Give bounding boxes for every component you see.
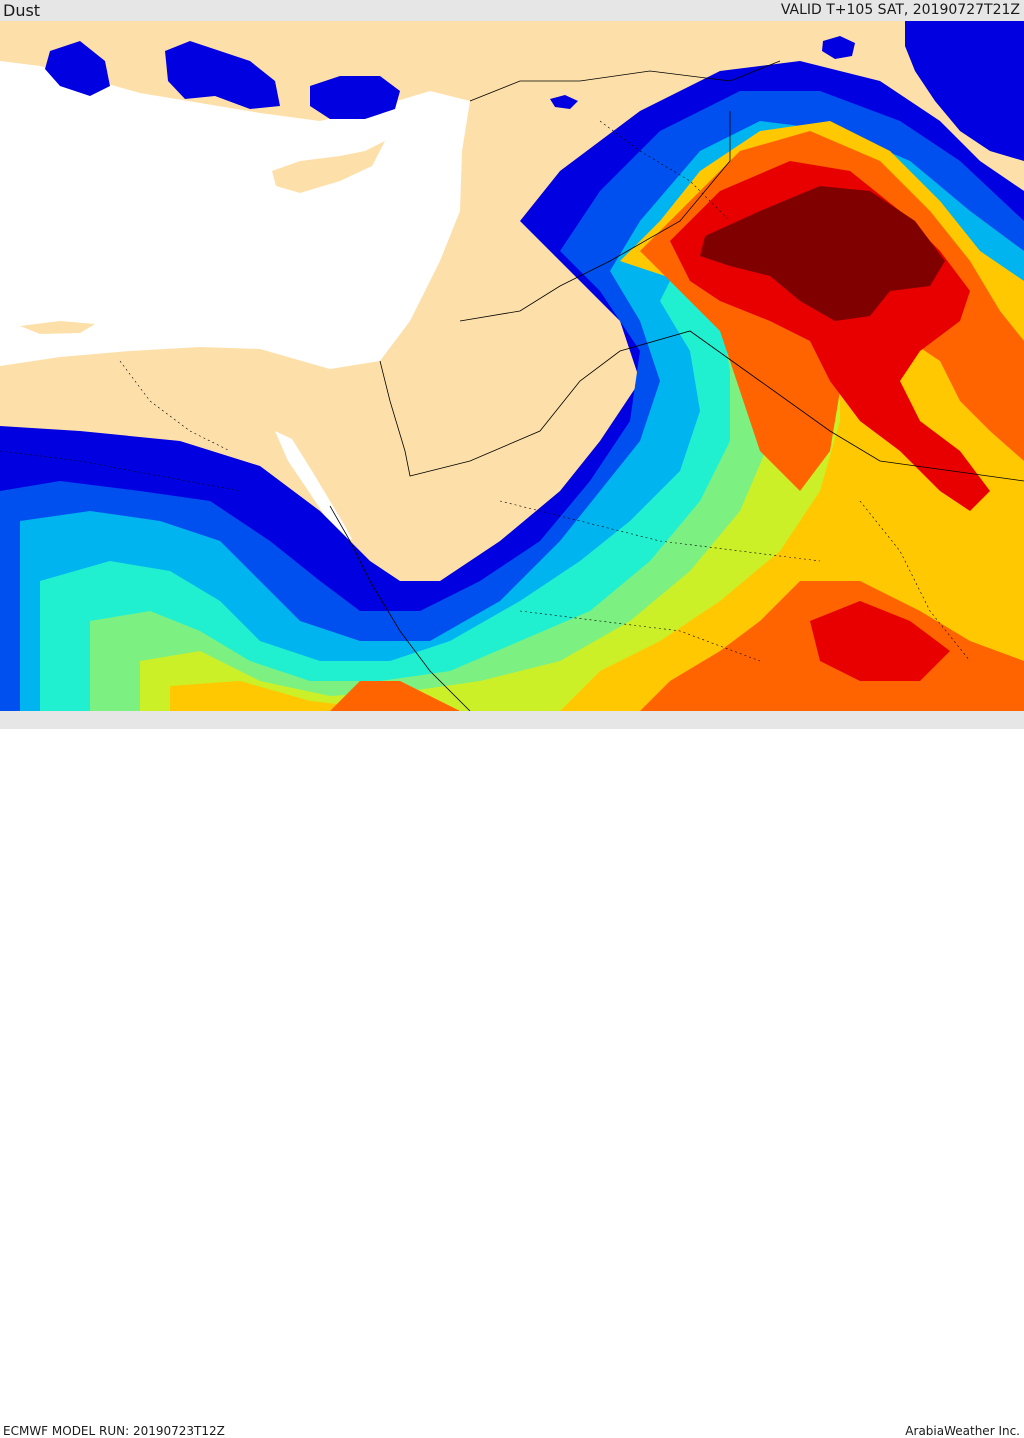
border-line-3 (329, 505, 471, 711)
footer-bar: ECMWF MODEL RUN: 20190723T12Z ArabiaWeat… (0, 711, 1024, 1438)
crete-island (20, 321, 95, 334)
dust-patch-caspian (905, 21, 1024, 161)
map-title: Dust (3, 1, 41, 20)
dust-band-10 (700, 186, 945, 321)
dust-field (0, 21, 1024, 711)
province-borders (0, 120, 971, 662)
dust-band-9 (670, 161, 990, 681)
dust-patch-turkey-east (310, 76, 400, 119)
province-line-1 (0, 450, 241, 492)
model-run-label: ECMWF MODEL RUN: 20190723T12Z (3, 1424, 225, 1438)
header-bar: Dust VALID T+105 SAT, 20190727T21Z (0, 0, 1024, 21)
province-line-5 (599, 120, 731, 222)
dust-patch-turkey-central (165, 41, 280, 109)
dust-patch-lake (550, 95, 578, 109)
country-borders (329, 60, 1024, 711)
province-line-4 (119, 360, 231, 452)
border-line-2 (459, 111, 731, 322)
cyprus-island (272, 141, 385, 193)
dust-patch-armenia (822, 36, 855, 59)
province-line-3 (519, 610, 761, 662)
dust-map (0, 21, 1024, 711)
border-line-1 (379, 330, 1024, 482)
border-line-4 (469, 60, 781, 102)
valid-time-label: VALID T+105 SAT, 20190727T21Z (780, 2, 1020, 18)
credit-label: ArabiaWeather Inc. (905, 1424, 1020, 1438)
red-sea (275, 431, 352, 541)
dust-patch-turkey-west (45, 41, 110, 96)
